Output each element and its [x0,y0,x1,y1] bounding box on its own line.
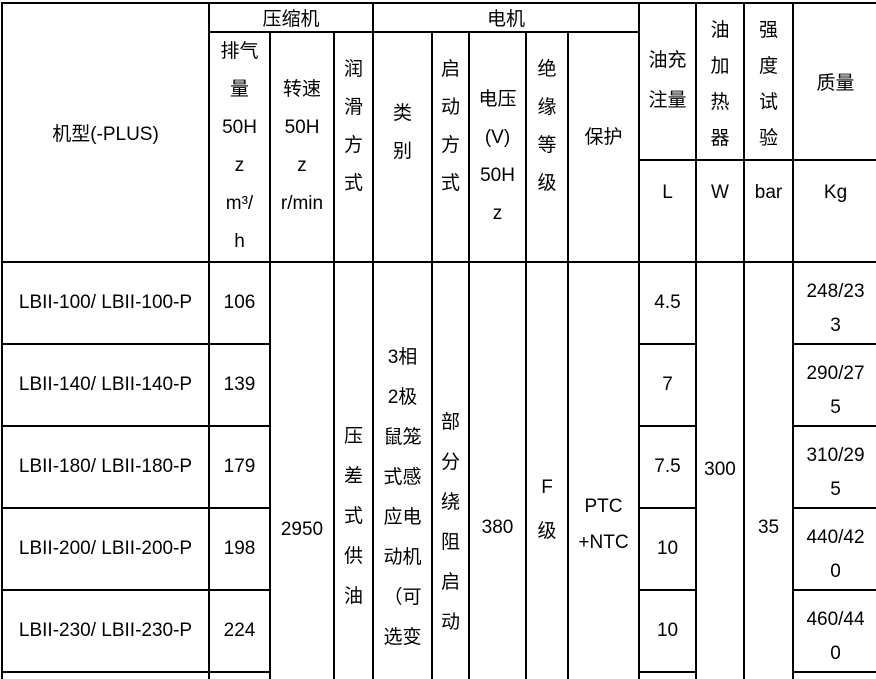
displacement-cell: 139 [208,343,271,427]
units-row: L W bar Kg [2,158,876,264]
table-row: LBII-140/ LBII-140-P 139 7 290/27 5 [1,343,876,427]
insulation-header: 绝 缘 等 级 [525,31,569,263]
displacement-cell: 179 [208,425,271,509]
mass-cell: 290/27 5 [792,343,876,427]
table-row: LBII-100/ LBII-100-P 106 2950 压 差 式 供 油 … [1,261,876,679]
lubrication-header: 润 滑 方 式 [333,31,374,263]
mass-cell: 440/42 0 [792,507,876,591]
oil-charge-cell: 4.5 [638,261,698,345]
strength-test-unit: bar [743,158,795,264]
motor-type-value: 3相 2极 鼠笼 式感 应电 动机 （可 选变 [372,261,433,679]
speed-value: 2950 [269,261,335,679]
model-cell: LBII-200/ LBII-200-P [1,507,210,591]
start-mode-header: 启 动 方 式 [431,31,470,263]
oil-heater-unit: W [695,158,746,264]
header-band-row: 机型(-PLUS) 压缩机 电机 油充 注量 油 加 热 器 强 度 试 验 质… [1,2,876,263]
model-cell: LBII-250/ LBII-250-P [1,671,210,679]
mass-cell: 464/44 [792,671,876,679]
table-row: LBII-200/ LBII-200-P 198 10 440/42 0 [1,507,876,591]
motor-type-header: 类 别 [372,31,433,263]
oil-charge-cell: 7 [638,343,698,427]
mass-cell: 248/23 3 [792,261,876,345]
voltage-value: 380 [468,261,527,679]
oil-charge-header: 油充 注量 [638,2,698,161]
oil-heater-value: 300 [695,261,746,679]
mass-cell: 310/29 5 [792,425,876,509]
displacement-header: 排气 量 50H z m³/ h [208,31,271,263]
mass-cell: 460/44 0 [792,589,876,673]
compressor-group-header: 压缩机 [208,2,374,33]
oil-charge-cell: 10.5 [638,671,698,679]
oil-charge-cell: 7.5 [638,425,698,509]
motor-group-header: 电机 [371,2,641,33]
column-title-row: 排气 量 50H z m³/ h 转速 50H z r/min 润 滑 方 式 … [2,31,876,263]
protection-value: PTC +NTC [566,261,641,679]
speed-header: 转速 50H z r/min [269,31,335,263]
table-row: LBII-180/ LBII-180-P 179 7.5 310/29 5 [1,425,876,509]
oil-charge-unit: L [638,158,698,264]
voltage-header: 电压 (V) 50H z [468,31,527,263]
oil-charge-cell: 10 [638,507,698,591]
oil-charge-cell: 10 [638,589,698,673]
model-cell: LBII-230/ LBII-230-P [1,589,210,673]
table-row: LBII-250/ LBII-250-P 257 10.5 464/44 [1,671,876,679]
model-cell: LBII-180/ LBII-180-P [1,425,210,509]
model-cell: LBII-140/ LBII-140-P [1,343,210,427]
oil-heater-header: 油 加 热 器 [695,2,746,161]
displacement-cell: 198 [208,507,271,591]
displacement-cell: 224 [208,589,271,673]
insulation-value: F 级 [525,261,569,679]
protection-header: 保护 [566,31,641,263]
model-cell: LBII-100/ LBII-100-P [1,261,210,345]
table-row: LBII-230/ LBII-230-P 224 10 460/44 0 [1,589,876,673]
strength-test-header: 强 度 试 验 [743,2,795,161]
displacement-cell: 106 [208,261,271,345]
strength-test-value: 35 [743,261,795,679]
mass-unit: Kg [792,158,876,264]
displacement-cell: 257 [208,671,271,679]
start-mode-value: 部 分 绕 阻 启 动 [431,261,470,679]
mass-header: 质量 [792,2,876,161]
lubrication-value: 压 差 式 供 油 [333,261,374,679]
model-header: 机型(-PLUS) [1,2,210,263]
